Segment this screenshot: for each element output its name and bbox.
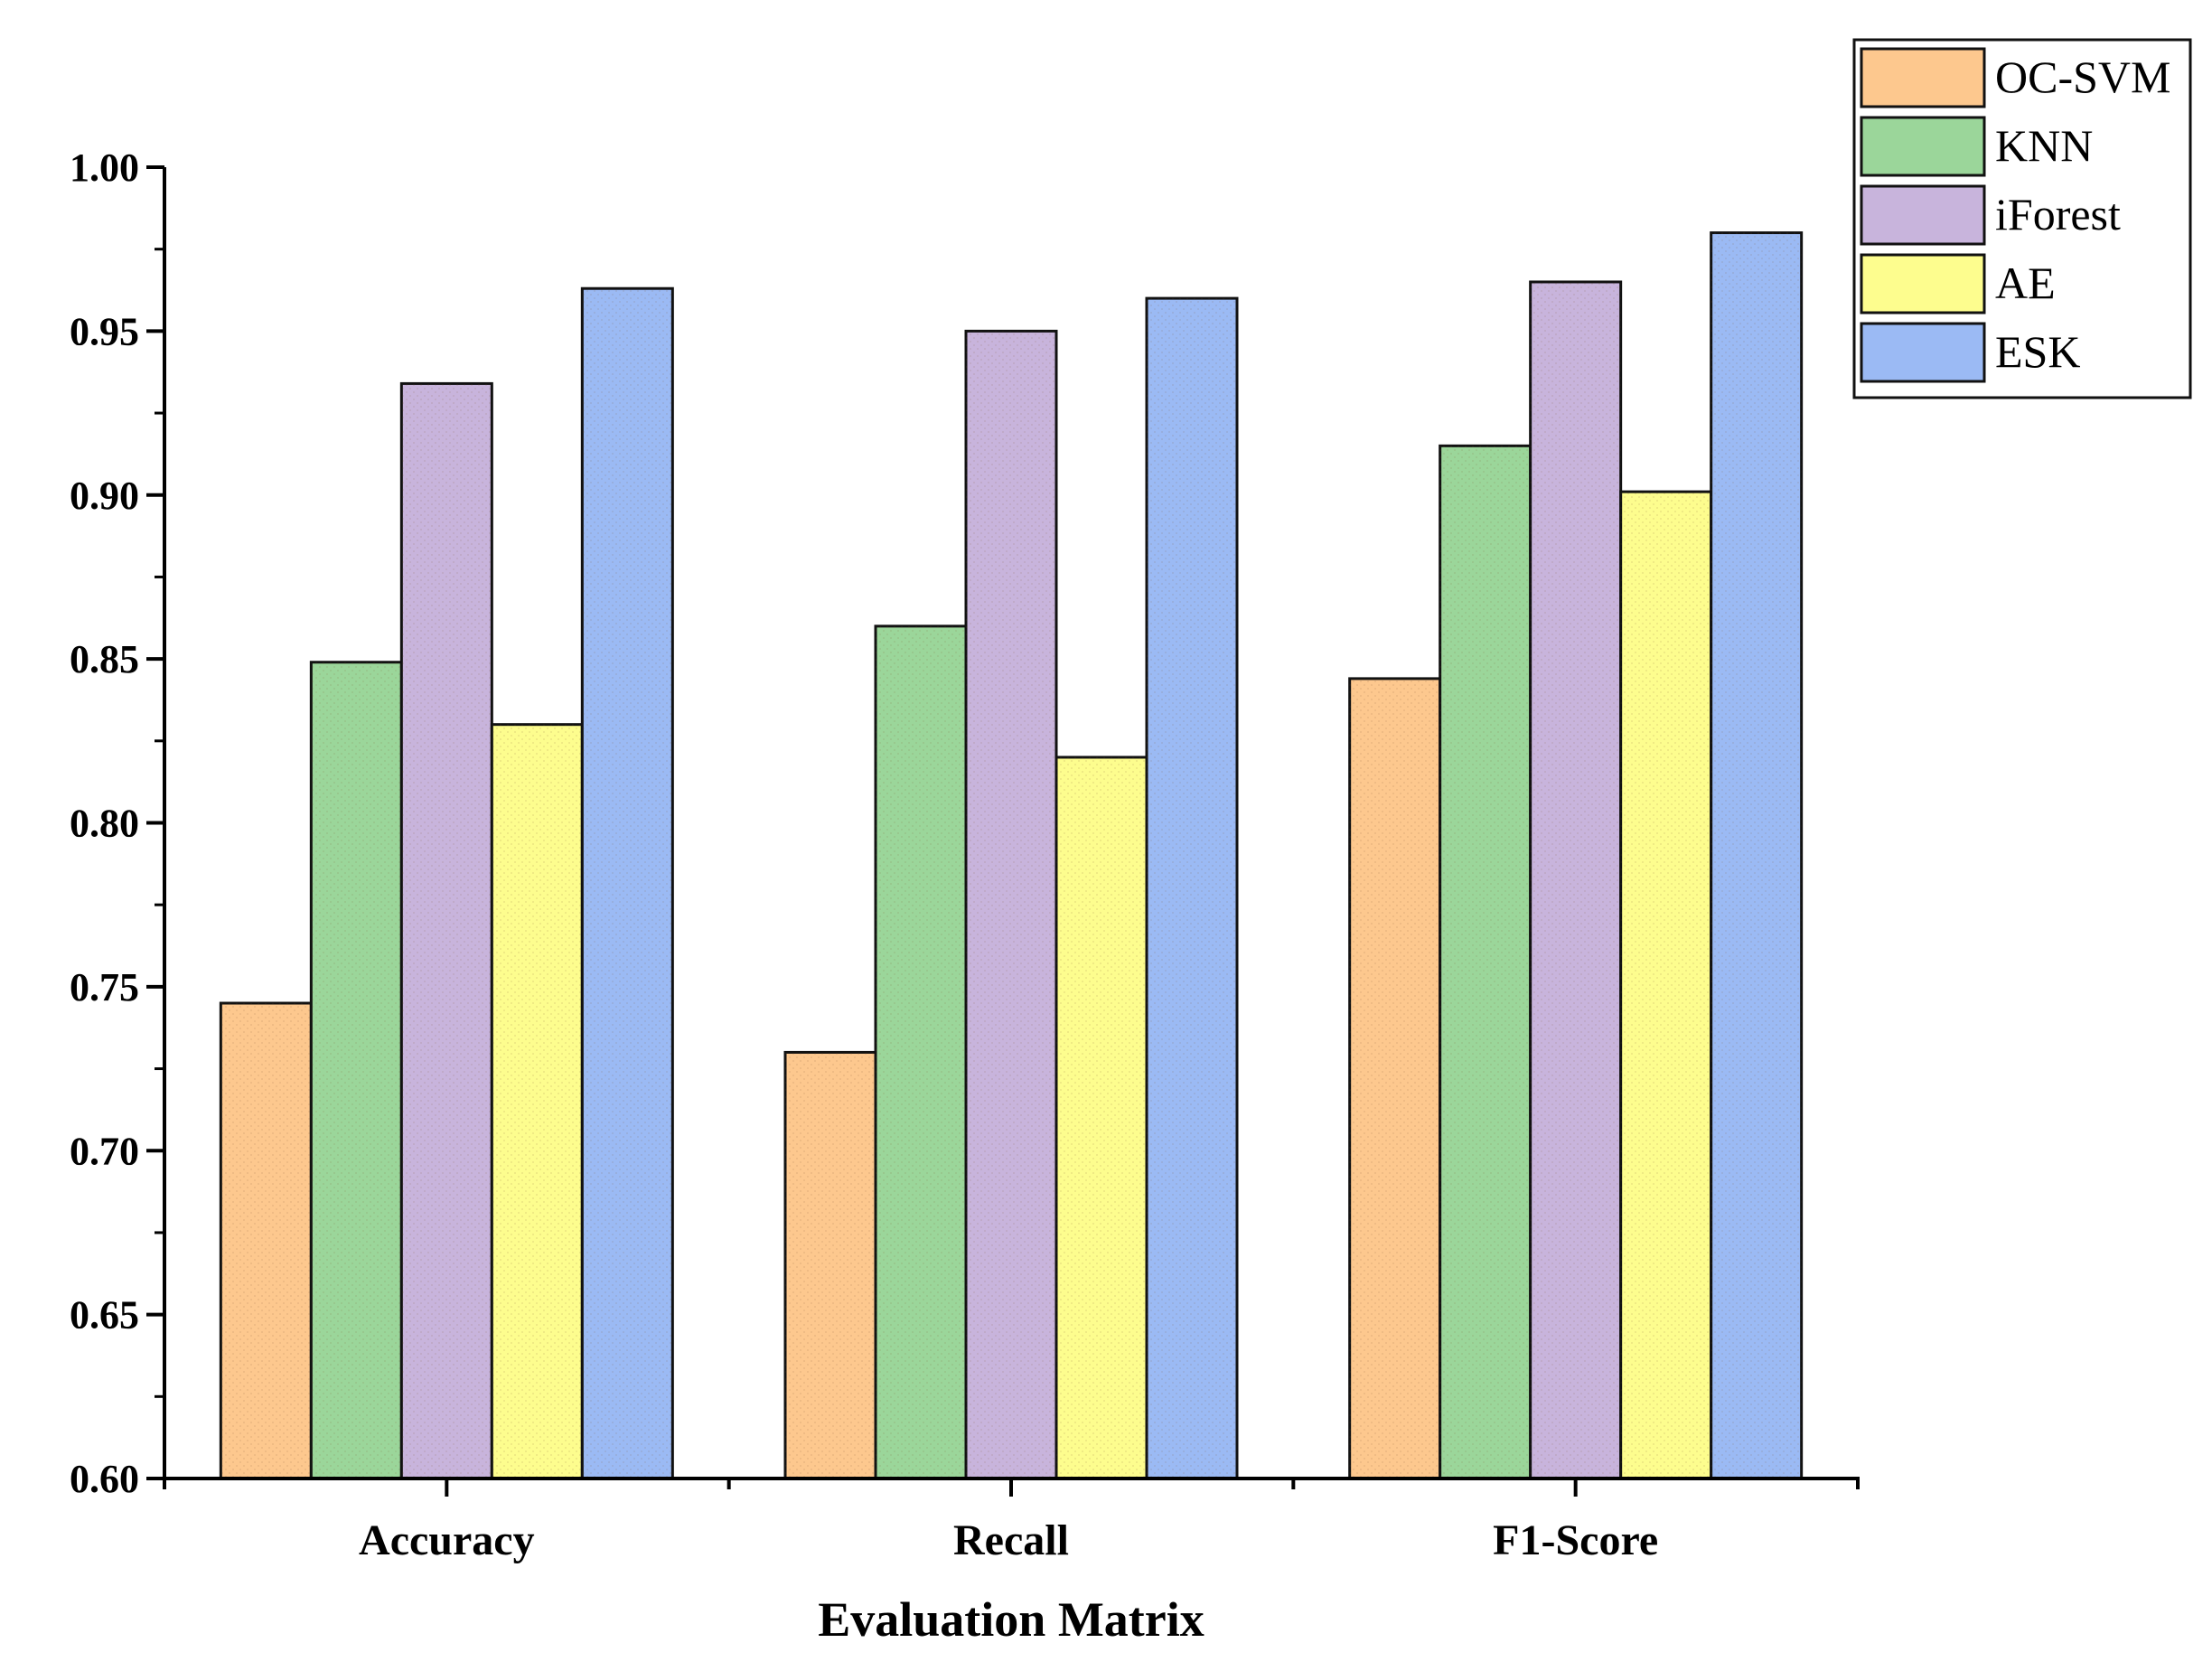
bar-texture-f1-score-esk [1711, 232, 1802, 1479]
x-axis-title: Evaluation Matrix [818, 1592, 1204, 1647]
legend-swatch-knn [1860, 116, 1986, 177]
legend-label-esk: ESK [1995, 326, 2080, 377]
bar-texture-accuracy-knn [311, 662, 402, 1479]
y-tick-label: 0.85 [70, 637, 139, 681]
legend-label-ae: AE [1995, 258, 2056, 308]
bar-texture-accuracy-iforest [401, 383, 492, 1479]
bar-texture-f1-score-ae [1620, 492, 1711, 1479]
x-tick-label-recall: Recall [953, 1516, 1069, 1564]
y-tick-label: 0.80 [70, 802, 139, 846]
y-tick-label: 0.60 [70, 1457, 139, 1501]
bar-texture-accuracy-esk [582, 288, 673, 1479]
y-tick-label: 0.70 [70, 1129, 139, 1173]
legend-swatch-oc-svm [1860, 47, 1986, 108]
x-tick-label-f1-score: F1-Score [1493, 1516, 1658, 1564]
legend-label-oc-svm: OC-SVM [1995, 52, 2170, 102]
y-tick-label: 0.65 [70, 1293, 139, 1338]
bar-texture-recall-iforest [966, 331, 1056, 1479]
legend-swatch-ae [1860, 253, 1986, 314]
labels-layer: Evaluation Matrix Accuracy Recall F1-Score… [70, 146, 1658, 1647]
bar-texture-recall-knn [876, 625, 966, 1479]
legend-swatch-iforest [1860, 184, 1986, 246]
bar-texture-f1-score-oc-svm [1349, 678, 1440, 1479]
legend-label-knn: KNN [1995, 120, 2093, 171]
bar-texture-recall-oc-svm [785, 1052, 876, 1479]
bar-texture-accuracy-ae [492, 724, 583, 1479]
bar-texture-recall-ae [1056, 756, 1147, 1479]
y-tick-label: 1.00 [70, 146, 139, 190]
bar-texture-recall-esk [1147, 298, 1237, 1479]
y-tick-label: 0.75 [70, 965, 139, 1009]
bar-texture-accuracy-oc-svm [220, 1003, 312, 1479]
y-tick-label: 0.90 [70, 474, 139, 518]
bar-texture-f1-score-knn [1439, 446, 1531, 1479]
legend-label-iforest: iForest [1995, 189, 2121, 239]
bars-layer [219, 231, 1804, 1480]
bar-texture-f1-score-iforest [1530, 281, 1621, 1479]
legend-swatch-esk [1860, 322, 1986, 383]
y-tick-label: 0.95 [70, 309, 139, 353]
x-tick-label-accuracy: Accuracy [359, 1516, 535, 1564]
axes-layer [146, 165, 1860, 1497]
legend: OC-SVM KNN iForest AE ESK [1852, 38, 2192, 399]
